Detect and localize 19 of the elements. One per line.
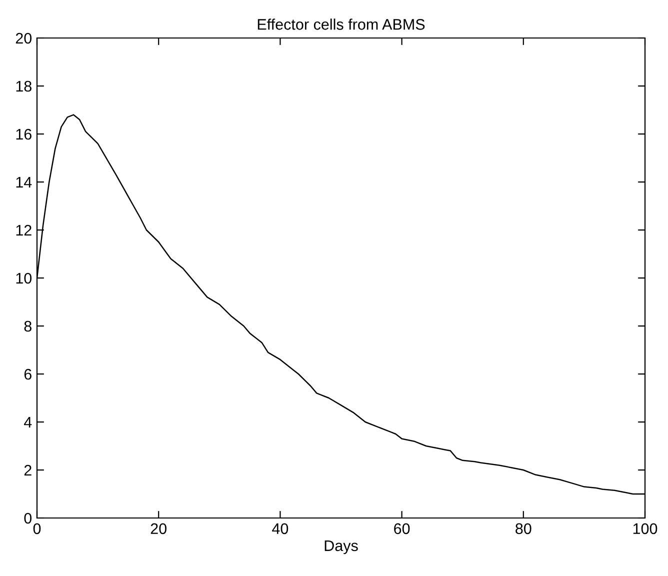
x-tick-label: 60 xyxy=(394,523,410,534)
y-tick-label: 20 xyxy=(16,32,32,44)
y-tick-label: 12 xyxy=(16,224,32,236)
y-tick-label: 4 xyxy=(24,417,32,428)
y-tick-label: 8 xyxy=(24,320,32,332)
x-axis-title: Days xyxy=(324,540,358,554)
y-tick-label: 10 xyxy=(16,272,32,284)
y-tick-label: 2 xyxy=(24,464,32,476)
x-tick-label: 100 xyxy=(633,523,658,534)
y-tick-label: 16 xyxy=(16,128,32,140)
x-tick-label: 0 xyxy=(33,523,41,534)
x-tick-label: 80 xyxy=(516,523,532,534)
y-tick-label: 14 xyxy=(16,177,32,188)
x-tick-label: 20 xyxy=(150,523,166,534)
x-tick-label: 40 xyxy=(272,523,288,534)
y-tick-label: 6 xyxy=(24,368,32,380)
chart-title: Effector cells from ABMS xyxy=(258,18,425,30)
y-tick-label: 18 xyxy=(16,80,32,92)
y-tick-label: 0 xyxy=(24,512,32,524)
